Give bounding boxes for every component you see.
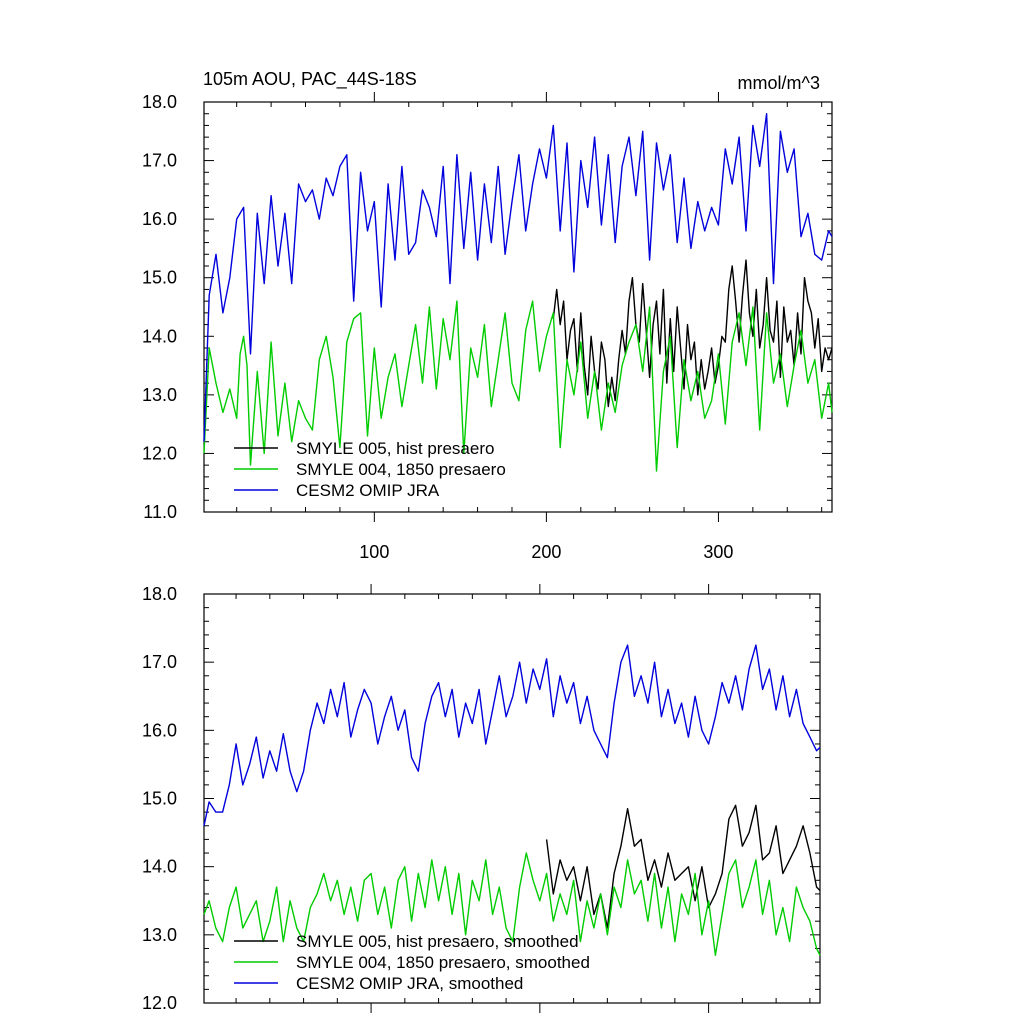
legend-label: CESM2 OMIP JRA, smoothed [296,974,523,993]
y-tick-label: 16.0 [142,209,177,229]
y-tick-label: 15.0 [142,789,177,809]
y-tick-label: 12.0 [142,993,177,1013]
series-line [203,852,821,956]
legend-label: SMYLE 005, hist presaero [296,439,494,458]
series-line [203,644,821,826]
y-tick-label: 15.0 [142,268,177,288]
series-line [552,259,833,408]
x-tick-label: 200 [531,542,561,562]
y-tick-label: 13.0 [142,925,177,945]
legend-label: SMYLE 004, 1850 presaero [296,460,506,479]
y-tick-label: 17.0 [142,652,177,672]
y-tick-label: 17.0 [142,151,177,171]
y-tick-label: 12.0 [142,443,177,463]
figure-title: 105m AOU, PAC_44S-18S [203,69,417,90]
y-tick-label: 14.0 [142,857,177,877]
legend: SMYLE 005, hist presaero SMYLE 004, 1850 … [234,439,506,500]
y-tick-label: 18.0 [142,584,177,604]
series-line [545,804,821,929]
y-tick-label: 18.0 [142,92,177,112]
y-tick-label: 16.0 [142,720,177,740]
bottom-panel: 12.0 13.0 14.0 15.0 16.0 17.0 18.0 SMYLE 005, h… [142,584,821,1013]
x-tick-label: 300 [703,542,733,562]
series-group [203,644,821,956]
legend-label: CESM2 OMIP JRA [296,481,440,500]
series-line [203,112,833,442]
x-tick-label: 100 [359,542,389,562]
top-panel: 11.0 12.0 13.0 14.0 15.0 16.0 17.0 18.0 100 200 30… [142,92,833,562]
legend-label: SMYLE 005, hist presaero, smoothed [296,932,579,951]
legend: SMYLE 005, hist presaero, smoothed SMYLE … [234,932,590,993]
series-group [203,112,833,472]
legend-label: SMYLE 004, 1850 presaero, smoothed [296,953,590,972]
y-tick-label: 13.0 [142,385,177,405]
units-label: mmol/m^3 [738,73,820,93]
plot-frame [203,101,833,513]
y-tick-label: 14.0 [142,326,177,346]
y-tick-label: 11.0 [143,502,177,522]
series-line [203,300,833,472]
